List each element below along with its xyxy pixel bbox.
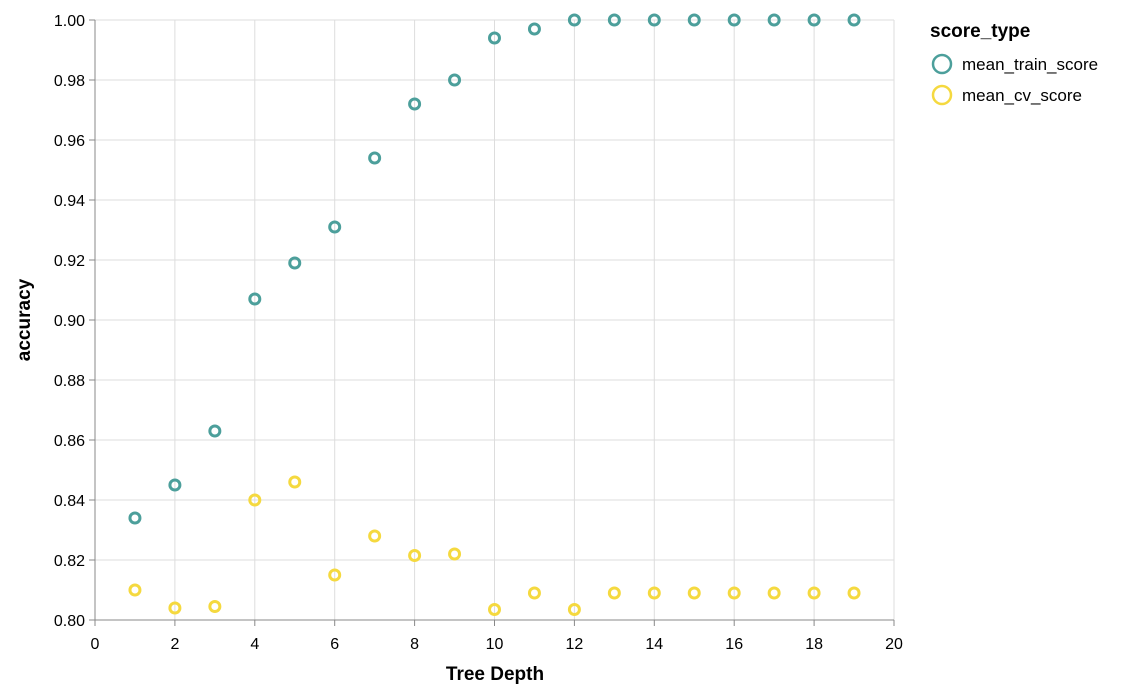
point-mean-cv-score: [567, 603, 581, 616]
y-axis-title: accuracy: [14, 278, 35, 361]
point-mean-cv-score: [408, 549, 422, 562]
y-tick-label: 0.80: [54, 613, 85, 630]
x-tick-label: 10: [486, 636, 504, 653]
point-mean-train-score: [567, 13, 581, 27]
y-tick-label: 0.96: [54, 133, 85, 150]
legend-symbol-mean-train-score: [931, 53, 953, 75]
point-mean-train-score: [607, 13, 621, 27]
legend-label-mean-cv-score: mean_cv_score: [962, 86, 1082, 105]
point-mean-train-score: [847, 13, 861, 27]
point-mean-cv-score: [847, 586, 861, 600]
x-tick-label: 6: [330, 636, 339, 653]
y-tick-label: 0.88: [54, 373, 85, 390]
y-tick-label: 0.98: [54, 73, 85, 90]
x-tick-label: 8: [410, 636, 419, 653]
y-tick-label: 0.84: [54, 493, 85, 510]
data-points: [128, 13, 861, 616]
point-mean-cv-score: [368, 529, 382, 543]
point-mean-train-score: [368, 151, 382, 165]
point-mean-cv-score: [248, 493, 262, 507]
point-mean-cv-score: [208, 600, 222, 613]
x-tick-label: 14: [645, 636, 663, 653]
point-mean-train-score: [527, 22, 541, 36]
point-mean-train-score: [647, 13, 661, 27]
y-tick-label: 0.86: [54, 433, 85, 450]
y-tick-label: 0.92: [54, 253, 85, 270]
point-mean-train-score: [807, 13, 821, 27]
y-tick-label: 1.00: [54, 13, 85, 30]
x-tick-label: 16: [725, 636, 743, 653]
x-tick-label: 20: [885, 636, 903, 653]
point-mean-cv-score: [647, 586, 661, 600]
point-mean-train-score: [128, 511, 142, 525]
x-tick-label: 12: [566, 636, 584, 653]
point-mean-train-score: [248, 292, 262, 306]
x-tick-label: 4: [250, 636, 259, 653]
point-mean-train-score: [288, 256, 302, 270]
point-mean-train-score: [408, 97, 422, 111]
point-mean-train-score: [727, 13, 741, 27]
point-mean-cv-score: [527, 586, 541, 600]
point-mean-train-score: [448, 73, 462, 87]
point-mean-cv-score: [488, 603, 501, 616]
legend-symbol-mean-cv-score: [931, 84, 953, 106]
point-mean-train-score: [168, 478, 182, 492]
legend-title: score_type: [930, 21, 1030, 42]
axes: 0 2 4 6 8 10 12 14 16 18 20 0.80 0.82 0.84 0.86 0.88 0.9…: [54, 13, 903, 653]
x-tick-label: 18: [805, 636, 823, 653]
legend: score_type mean_train_score mean_cv_score: [930, 21, 1098, 106]
y-tick-label: 0.94: [54, 193, 85, 210]
point-mean-cv-score: [328, 568, 342, 582]
point-mean-cv-score: [448, 547, 462, 561]
point-mean-train-score: [488, 31, 501, 45]
point-mean-cv-score: [727, 586, 741, 600]
point-mean-train-score: [767, 13, 781, 27]
y-tick-label: 0.82: [54, 553, 85, 570]
point-mean-train-score: [687, 13, 701, 27]
x-axis-title: Tree Depth: [446, 664, 544, 685]
point-mean-cv-score: [168, 601, 182, 615]
point-mean-cv-score: [128, 583, 142, 597]
legend-label-mean-train-score: mean_train_score: [962, 55, 1098, 74]
point-mean-cv-score: [687, 586, 701, 600]
point-mean-cv-score: [767, 586, 781, 600]
point-mean-cv-score: [607, 586, 621, 600]
x-tick-label: 0: [91, 636, 100, 653]
point-mean-train-score: [208, 424, 222, 438]
grid: [94, 19, 895, 621]
x-tick-label: 2: [170, 636, 179, 653]
point-mean-train-score: [328, 220, 342, 234]
point-mean-cv-score: [807, 586, 821, 600]
y-tick-label: 0.90: [54, 313, 85, 330]
point-mean-cv-score: [288, 475, 302, 489]
